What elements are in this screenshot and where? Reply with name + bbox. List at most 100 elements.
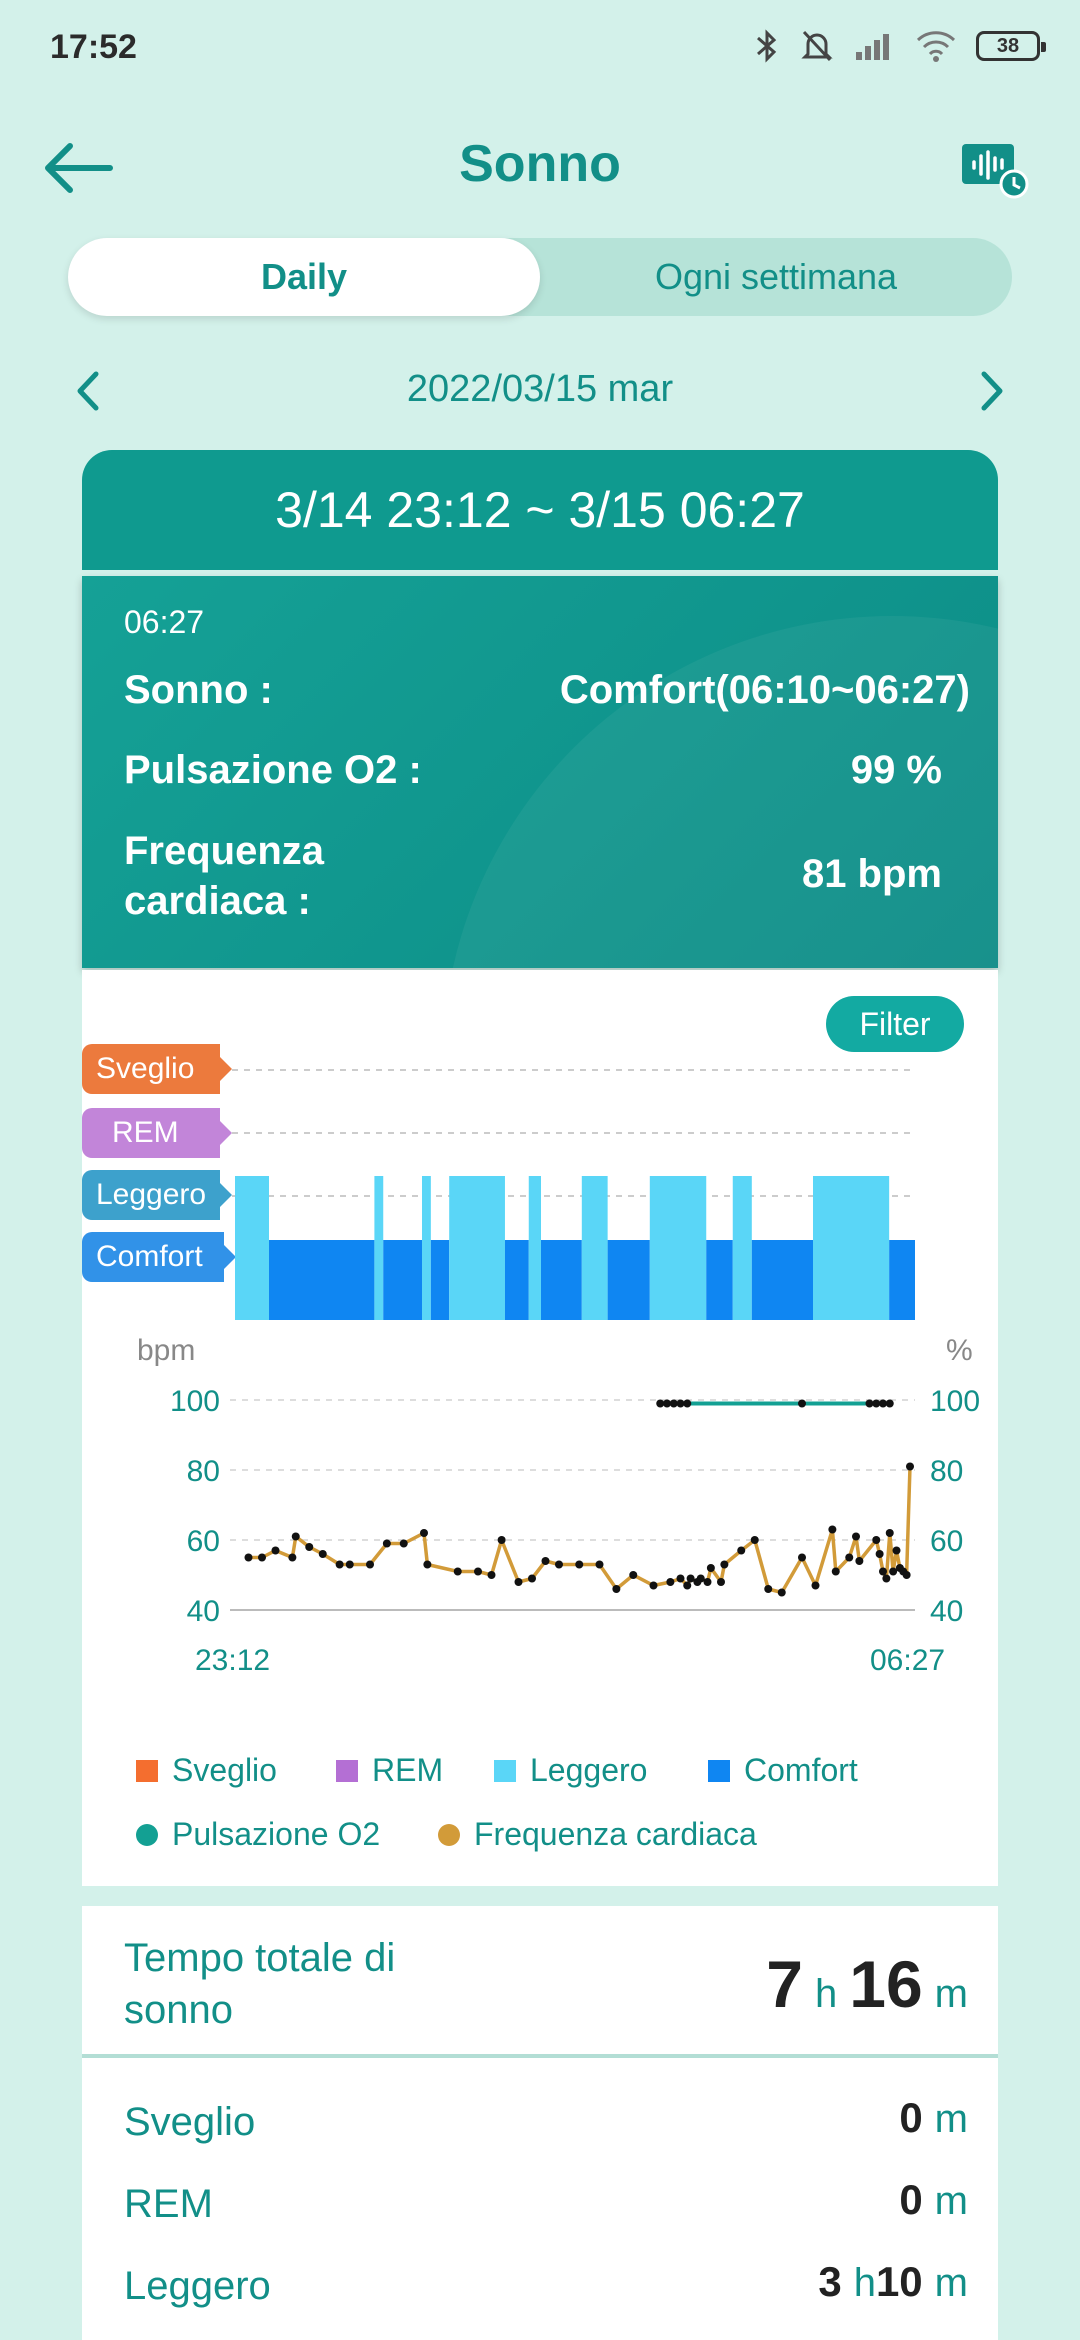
heart-rate-point (629, 1571, 638, 1579)
stat-minutes: 0 (899, 2176, 923, 2223)
heart-rate-point (720, 1560, 729, 1569)
heart-rate-point (528, 1574, 536, 1583)
spo2-point (663, 1399, 671, 1408)
battery-icon: 38 (976, 31, 1046, 61)
status-bar: 17:52 38 (0, 0, 1080, 96)
heart-rate-point (335, 1560, 344, 1569)
legend-comfort: Comfort (708, 1752, 858, 1789)
heart-rate-point (420, 1529, 428, 1537)
heart-rate-point (696, 1574, 705, 1583)
battery-level: 38 (996, 34, 1020, 57)
heart-rate-point (318, 1550, 327, 1558)
heart-rate-point (831, 1567, 840, 1576)
heart-rate-point (514, 1578, 523, 1586)
bell-muted-icon (801, 30, 833, 62)
period-segmented-control: Daily Ogni settimana (68, 238, 1012, 316)
heart-rate-point (474, 1567, 482, 1576)
total-minutes: 16 (849, 1947, 923, 2021)
heart-rate-point (366, 1560, 374, 1569)
y-tick-left: 60 (187, 1525, 220, 1558)
stage-bar-comfort (541, 1240, 582, 1320)
heart-rate-point (541, 1557, 550, 1565)
signal-icon (856, 34, 889, 60)
heart-rate-point (777, 1588, 786, 1597)
heart-rate-point (399, 1539, 408, 1548)
stage-bar-leggero (732, 1176, 752, 1320)
heart-rate-point (305, 1543, 314, 1551)
legend-swatch (708, 1759, 730, 1782)
stage-tag-comfort: Comfort (82, 1232, 236, 1282)
sleep-stage-value: Comfort(06:10~06:27) (559, 668, 970, 712)
heart-rate-point (497, 1536, 506, 1544)
legend-label: Leggero (530, 1752, 648, 1788)
right-axis-unit: % (946, 1334, 973, 1367)
stage-bar-leggero (235, 1176, 269, 1320)
heart-rate-point (906, 1462, 914, 1471)
legend-rem: REM (336, 1752, 443, 1789)
back-arrow-icon[interactable] (40, 138, 116, 198)
minutes-unit: m (934, 1972, 968, 2016)
heart-rate-point (737, 1546, 746, 1555)
minutes-unit: m (934, 2097, 968, 2141)
heart-rate-point (676, 1574, 685, 1583)
stage-tag-rem: REM (82, 1108, 232, 1158)
chevron-left-icon[interactable] (68, 366, 108, 416)
sleep-range: 3/14 23:12 ~ 3/15 06:27 (82, 450, 998, 570)
stat-label: Sveglio (124, 2100, 256, 2144)
vitals-line-chart: bpm % 100 100 80 80 60 60 40 40 23:12 06:27 (137, 1334, 980, 1677)
heart-rate-point (291, 1532, 300, 1541)
selected-time: 06:27 (124, 604, 205, 640)
filter-button[interactable]: Filter (826, 996, 964, 1052)
date-label: 2022/03/15 mar (406, 368, 674, 410)
stat-row-leggero: Leggero 3 h10 m (124, 2258, 968, 2318)
stage-bar-comfort (383, 1240, 422, 1320)
stage-bar-leggero (649, 1176, 707, 1320)
legend-dot (438, 1823, 460, 1846)
spo2-point (865, 1399, 874, 1408)
heart-rate-point (258, 1553, 266, 1562)
heart-rate-point (875, 1550, 884, 1558)
heart-rate-point (686, 1574, 695, 1583)
y-tick-right: 40 (930, 1595, 963, 1628)
legend-dot (136, 1823, 158, 1846)
heart-rate-point (423, 1560, 432, 1569)
heart-rate-point (612, 1585, 621, 1593)
legend-label: Sveglio (172, 1752, 277, 1788)
heart-rate-point (703, 1578, 712, 1586)
app-header: Sonno (0, 120, 1080, 216)
stat-hours: 3 (818, 2258, 842, 2305)
total-sleep-value: 7 h 16 m (766, 1946, 968, 2022)
sound-record-icon[interactable] (960, 140, 1030, 200)
heart-rate-value: 81 bpm (801, 852, 942, 896)
heart-rate-point (872, 1536, 881, 1544)
tab-daily[interactable]: Daily (68, 238, 540, 316)
legend-swatch (494, 1759, 516, 1782)
status-time: 17:52 (50, 28, 137, 66)
heart-rate-line (248, 1466, 912, 1595)
tab-weekly[interactable]: Ogni settimana (654, 256, 898, 297)
legend-label: REM (372, 1752, 444, 1788)
stage-tag-sveglio: Sveglio (82, 1044, 232, 1094)
y-tick-right: 80 (930, 1455, 963, 1488)
spo2-point (872, 1399, 881, 1408)
sleep-record-card: 3/14 23:12 ~ 3/15 06:27 06:27 Sonno : Co… (82, 450, 998, 968)
date-navigation: 2022/03/15 mar (0, 356, 1080, 426)
heart-rate-point (798, 1553, 806, 1562)
stage-bar-leggero (528, 1176, 541, 1320)
heart-rate-point (855, 1557, 864, 1565)
heart-rate-point (750, 1536, 759, 1544)
total-sleep-row: Tempo totale di sonno 7 h 16 m (82, 1906, 998, 2058)
spo2-point (669, 1399, 678, 1408)
spo2-point (885, 1399, 894, 1408)
stage-bar-comfort (751, 1240, 813, 1320)
heart-rate-point (382, 1539, 391, 1548)
stat-value: 3 h10 m (818, 2258, 968, 2306)
heart-rate-point (683, 1581, 692, 1590)
bluetooth-icon (757, 29, 777, 63)
heart-rate-point (271, 1546, 280, 1555)
heart-rate-point (666, 1578, 675, 1586)
chevron-right-icon[interactable] (972, 366, 1012, 416)
